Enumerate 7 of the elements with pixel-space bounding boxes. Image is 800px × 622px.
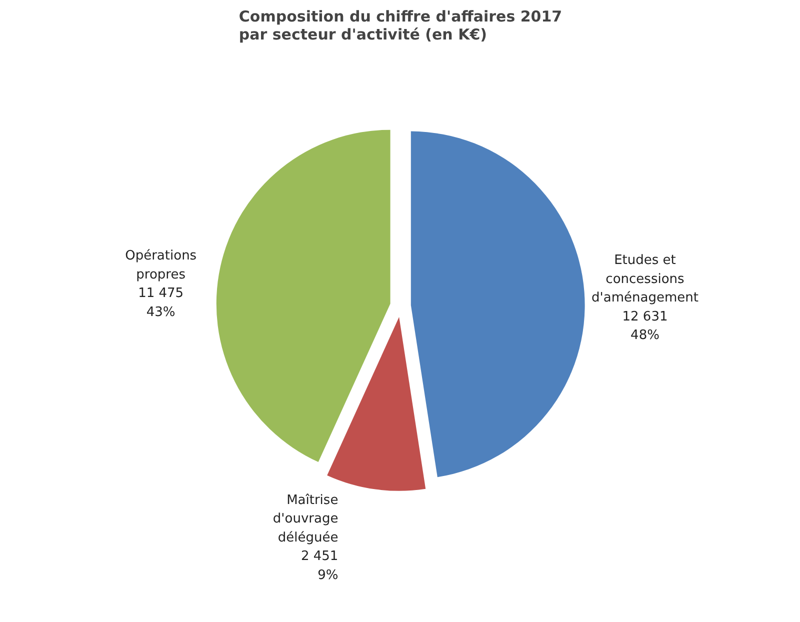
slice-label: Maîtrise d'ouvrage déléguée: [272, 492, 338, 546]
data-label: 11 475 43%: [138, 286, 184, 320]
slice-label: Etudes et concessions d'aménagement: [592, 253, 698, 306]
data-label: 2 451 9%: [300, 549, 338, 583]
data-label: 12 631 48%: [622, 309, 668, 344]
chart-title: Composition du chiffre d'affaires 2017 par secteur d'activité (en K€): [238, 8, 562, 44]
slice-label: Opérations propres: [125, 248, 197, 282]
